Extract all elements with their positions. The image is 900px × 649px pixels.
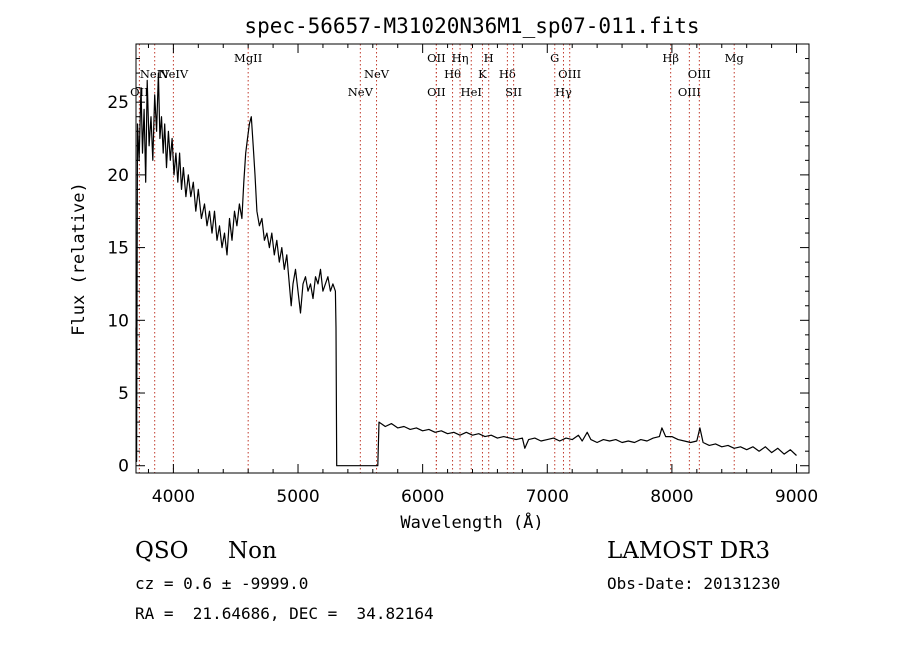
chart-title: spec-56657-M31020N36M1_sp07-011.fits bbox=[244, 14, 699, 38]
line-label-16: Hγ bbox=[555, 85, 572, 99]
line-label-8: Hθ bbox=[444, 67, 461, 81]
observation-date: Obs-Date: 20131230 bbox=[607, 574, 781, 593]
axes-layer: 4000 5000 6000 7000 8000 9000 0 5 10 15 20 25 bbox=[107, 44, 818, 507]
line-label-17: OIII bbox=[558, 67, 581, 81]
line-label-1: NeIV bbox=[140, 67, 170, 81]
redshift-readout: cz = 0.6 ± -9999.0 bbox=[135, 574, 309, 593]
survey-name: LAMOST DR3 bbox=[607, 538, 771, 564]
plot-frame bbox=[135, 43, 810, 474]
line-label-14: SII bbox=[505, 85, 522, 99]
emission-line-markers: OIINeIVNeIVMgIINeVNeVOIIOIIHθHηHeIKHHδSI… bbox=[130, 44, 744, 473]
line-label-12: H bbox=[484, 51, 494, 65]
line-label-13: Hδ bbox=[499, 67, 516, 81]
line-label-21: Mg bbox=[725, 51, 745, 65]
x-tick-label: 7000 bbox=[526, 487, 569, 507]
x-tick-label: 4000 bbox=[152, 487, 195, 507]
x-axis-label: Wavelength (Å) bbox=[400, 511, 543, 533]
line-label-20: OIII bbox=[688, 67, 711, 81]
line-label-19: OIII bbox=[678, 85, 701, 99]
x-tick-label: 6000 bbox=[401, 487, 444, 507]
y-tick-label: 20 bbox=[107, 166, 129, 186]
line-label-11: K bbox=[478, 67, 487, 81]
object-subclass: Non bbox=[228, 538, 277, 564]
line-label-18: Hβ bbox=[662, 51, 679, 65]
line-label-0: OII bbox=[130, 85, 149, 99]
x-tick-label: 9000 bbox=[775, 487, 818, 507]
line-label-3: MgII bbox=[234, 51, 262, 65]
series-layer bbox=[135, 72, 797, 467]
y-tick-label: 0 bbox=[118, 457, 129, 477]
line-label-7: OII bbox=[427, 51, 446, 65]
line-label-2: NeIV bbox=[159, 67, 189, 81]
line-label-5: NeV bbox=[364, 67, 390, 81]
line-label-9: Hη bbox=[452, 51, 469, 65]
x-tick-label: 5000 bbox=[276, 487, 319, 507]
y-tick-label: 25 bbox=[107, 93, 129, 113]
line-label-15: G bbox=[550, 51, 559, 65]
spectrum-series-0 bbox=[135, 72, 797, 467]
y-tick-label: 10 bbox=[107, 311, 129, 331]
y-tick-label: 5 bbox=[118, 384, 129, 404]
x-tick-label: 8000 bbox=[650, 487, 693, 507]
y-tick-label: 15 bbox=[107, 239, 129, 259]
y-axis-label: Flux (relative) bbox=[69, 182, 89, 336]
line-label-4: NeV bbox=[348, 85, 374, 99]
object-class: QSO bbox=[135, 538, 189, 564]
coordinates-readout: RA = 21.64686, DEC = 34.82164 bbox=[135, 604, 434, 623]
line-label-10: HeI bbox=[461, 85, 482, 99]
